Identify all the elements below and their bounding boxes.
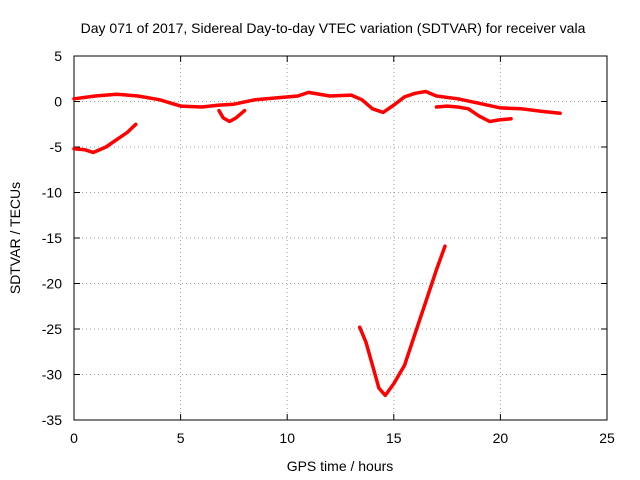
x-tick-labels: 0 5 10 15 20 25 <box>70 430 615 446</box>
series-arc-4 <box>72 122 138 155</box>
x-tick-label: 0 <box>70 430 78 446</box>
y-tick-labels: 5 0 -5 -10 -15 -20 -25 -30 -35 <box>42 48 62 428</box>
x-tick-label: 10 <box>279 430 295 446</box>
grid <box>74 56 607 420</box>
ticks <box>73 55 608 421</box>
series-group <box>72 89 562 398</box>
chart-title: Day 071 of 2017, Sidereal Day-to-day VTE… <box>81 20 586 36</box>
y-tick-label: -10 <box>42 185 62 201</box>
y-tick-label: 0 <box>54 94 62 110</box>
x-tick-label: 5 <box>177 430 185 446</box>
y-tick-label: 5 <box>54 48 62 64</box>
y-tick-label: -20 <box>42 276 62 292</box>
series-arc-3 <box>434 104 513 124</box>
x-tick-label: 25 <box>599 430 615 446</box>
series-arc-2 <box>217 108 247 124</box>
y-tick-label: -35 <box>42 412 62 428</box>
y-tick-label: -15 <box>42 230 62 246</box>
series-arc-1 <box>72 89 562 116</box>
x-axis-label: GPS time / hours <box>287 458 394 474</box>
y-axis-label: SDTVAR / TECUs <box>7 182 23 294</box>
series-arc-5 <box>357 244 447 398</box>
y-tick-label: -30 <box>42 367 62 383</box>
x-tick-label: 15 <box>386 430 402 446</box>
y-tick-label: -5 <box>50 139 63 155</box>
x-tick-label: 20 <box>493 430 509 446</box>
y-tick-label: -25 <box>42 321 62 337</box>
